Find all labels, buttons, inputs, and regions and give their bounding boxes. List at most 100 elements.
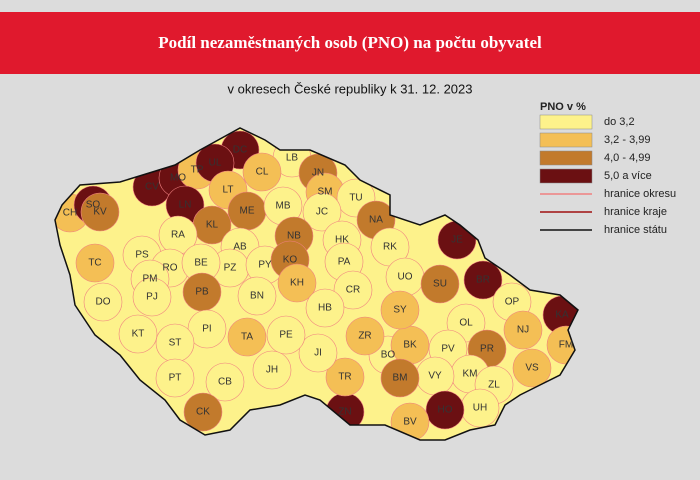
district-code: HO xyxy=(438,405,453,416)
district-code: ZR xyxy=(358,331,371,342)
district-code: UO xyxy=(398,272,413,283)
district-code: RK xyxy=(383,242,397,253)
state-border xyxy=(54,127,579,441)
district-code: KT xyxy=(132,329,145,340)
subtitle: v okresech České republiky k 31. 12. 202… xyxy=(228,81,473,96)
legend-label: 4,0 - 4,99 xyxy=(604,152,650,164)
district-code: HK xyxy=(335,235,349,246)
district-code: JC xyxy=(316,207,328,218)
district-code: TA xyxy=(241,332,253,343)
district-code: BO xyxy=(381,350,396,361)
district-code: BK xyxy=(403,340,417,351)
district-code: JI xyxy=(314,348,322,359)
district-code: PZ xyxy=(224,263,237,274)
legend-label: hranice kraje xyxy=(604,206,667,218)
district-code: ME xyxy=(240,206,255,217)
district-code: AB xyxy=(233,242,247,253)
district-code: CH xyxy=(63,208,77,219)
district-code: JH xyxy=(266,365,278,376)
district-code: SM xyxy=(318,187,333,198)
district-code: PA xyxy=(338,257,351,268)
legend-label: do 3,2 xyxy=(604,116,635,128)
district-code: VS xyxy=(525,363,539,374)
district-code: BV xyxy=(403,417,417,428)
legend-label: hranice státu xyxy=(604,224,667,236)
district xyxy=(242,152,282,192)
district-code: OL xyxy=(459,318,473,329)
district xyxy=(380,290,420,330)
district-code: NA xyxy=(369,215,383,226)
legend-label: 3,2 - 3,99 xyxy=(604,134,650,146)
district-code: KH xyxy=(290,278,304,289)
district-code: CL xyxy=(256,167,269,178)
district-code: CB xyxy=(218,377,232,388)
district-code: CK xyxy=(196,407,210,418)
district xyxy=(80,192,120,232)
legend-swatch xyxy=(539,168,593,184)
district-code: FM xyxy=(559,340,573,351)
district xyxy=(380,358,420,398)
district xyxy=(503,310,543,350)
district-code: LB xyxy=(286,153,299,164)
district-code: KL xyxy=(206,220,219,231)
district xyxy=(266,315,306,355)
district xyxy=(325,357,365,397)
district-code: PB xyxy=(195,287,209,298)
district xyxy=(420,264,460,304)
legend-label: 5,0 a více xyxy=(604,170,652,182)
district-code: UH xyxy=(473,403,487,414)
district-code: RO xyxy=(163,263,178,274)
district xyxy=(132,277,172,317)
district-code: MO xyxy=(170,173,186,184)
legend-label: hranice okresu xyxy=(604,188,676,200)
district-code: BM xyxy=(393,373,408,384)
district xyxy=(205,362,245,402)
legend-swatch xyxy=(539,132,593,148)
district-code: MB xyxy=(276,201,291,212)
district-code: BN xyxy=(250,291,264,302)
district-code: KA xyxy=(555,310,569,321)
district-code: OP xyxy=(505,297,520,308)
district-code: PY xyxy=(258,260,272,271)
district-code: SU xyxy=(433,279,447,290)
district-code: NJ xyxy=(517,325,529,336)
district xyxy=(252,350,292,390)
district-code: DC xyxy=(233,145,247,156)
district xyxy=(512,348,552,388)
district-code: PI xyxy=(202,324,211,335)
district-code: LN xyxy=(179,200,192,211)
district-code: LT xyxy=(223,185,234,196)
district-code: HB xyxy=(318,303,332,314)
district xyxy=(155,358,195,398)
district-code: TU xyxy=(349,193,362,204)
district-code: ZN xyxy=(338,407,351,418)
district-code: KM xyxy=(463,369,478,380)
legend-swatch xyxy=(539,114,593,130)
district-code: SO xyxy=(86,200,101,211)
district-code: NB xyxy=(287,231,301,242)
district xyxy=(118,314,158,354)
header-bar xyxy=(0,12,700,74)
district xyxy=(333,270,373,310)
district-code: CV xyxy=(145,182,159,193)
district xyxy=(305,288,345,328)
district-code: PR xyxy=(480,344,494,355)
district-code: KO xyxy=(283,255,298,266)
legend: PNO v % do 3,2 3,2 - 3,99 4,0 - 4,99 5,0 a … xyxy=(539,101,676,236)
district xyxy=(183,392,223,432)
district xyxy=(302,192,342,232)
district-code: PV xyxy=(441,344,455,355)
district-code: TP xyxy=(191,165,204,176)
district xyxy=(425,390,465,430)
district-code: ST xyxy=(169,338,182,349)
district xyxy=(277,263,317,303)
district-code: UL xyxy=(209,158,222,169)
district-code: RA xyxy=(171,230,185,241)
legend-title: PNO v % xyxy=(540,101,586,113)
district-code: KV xyxy=(93,207,107,218)
district-code: VY xyxy=(428,371,442,382)
district xyxy=(237,276,277,316)
district-code: JN xyxy=(312,168,324,179)
